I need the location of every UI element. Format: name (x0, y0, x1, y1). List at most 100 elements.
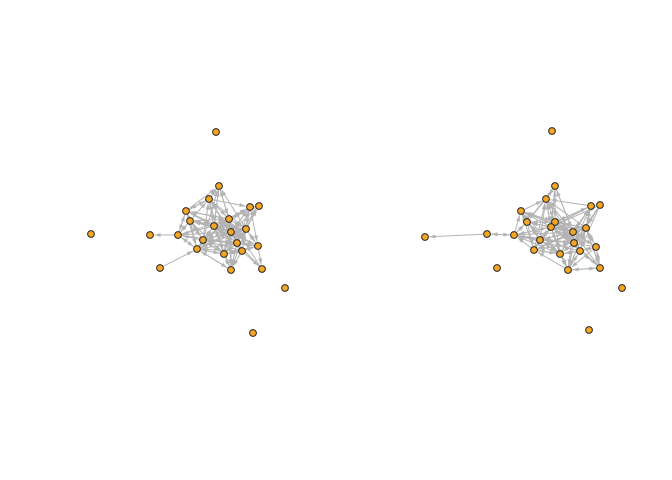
edge-arrowhead (187, 241, 194, 247)
graph-node[interactable] (536, 236, 544, 244)
graph-edge (181, 219, 225, 235)
graph-node[interactable] (258, 265, 266, 273)
edge-arrowhead (558, 225, 564, 232)
edge-arrowhead (543, 230, 549, 237)
graph-node[interactable] (249, 329, 257, 337)
graph-node[interactable] (242, 225, 250, 233)
graph-node[interactable] (281, 284, 289, 292)
edge-arrowhead (544, 235, 551, 240)
edge-arrowhead (587, 232, 592, 239)
graph-node[interactable] (483, 230, 491, 238)
graph-node[interactable] (220, 250, 228, 258)
edge-arrowhead (236, 220, 243, 227)
edge-arrowhead (563, 242, 570, 247)
edge-arrowhead (575, 224, 582, 228)
edge-arrowhead (182, 230, 189, 235)
graph-edge (203, 190, 219, 237)
edge-arrowhead (242, 233, 247, 240)
graph-node[interactable] (548, 127, 556, 135)
graph-node[interactable] (238, 247, 246, 255)
graph-node[interactable] (569, 228, 577, 236)
nodes-layer (87, 127, 626, 337)
edge-arrowhead (554, 226, 559, 233)
edge-arrowhead (190, 225, 195, 232)
graph-node[interactable] (523, 218, 531, 226)
graph-node[interactable] (421, 233, 429, 241)
edge-arrowhead (576, 233, 583, 240)
graph-node[interactable] (174, 231, 182, 239)
graph-node[interactable] (225, 215, 233, 223)
graph-node[interactable] (547, 223, 555, 231)
edge-arrowhead (559, 215, 566, 221)
graph-node[interactable] (493, 264, 501, 272)
graph-node[interactable] (193, 245, 201, 253)
edge-arrowhead (180, 225, 187, 232)
graph-node[interactable] (596, 201, 604, 209)
edge-arrowhead (547, 216, 552, 223)
graph-node[interactable] (87, 230, 95, 238)
edge-arrowhead (596, 251, 600, 258)
graph-node[interactable] (564, 266, 572, 274)
graph-node[interactable] (255, 202, 263, 210)
edge-arrowhead (553, 211, 557, 218)
edge-arrowhead (228, 249, 235, 254)
edge-arrowhead (220, 226, 227, 231)
edge-arrowhead (218, 215, 225, 220)
graph-node[interactable] (592, 243, 600, 251)
graph-node[interactable] (587, 202, 595, 210)
edge-arrowhead (179, 224, 184, 231)
graph-node[interactable] (210, 222, 218, 230)
graph-node[interactable] (254, 242, 262, 250)
edge-arrowhead (239, 203, 246, 207)
graph-node[interactable] (199, 236, 207, 244)
edge-arrowhead (589, 266, 596, 271)
edge-arrowhead (200, 251, 208, 257)
edge-arrowhead (200, 202, 206, 209)
graph-node[interactable] (570, 239, 578, 247)
edge-arrowhead (210, 189, 217, 196)
graph-node[interactable] (182, 207, 190, 215)
graph-node[interactable] (227, 266, 235, 274)
graph-node[interactable] (205, 195, 213, 203)
edge-arrowhead (538, 249, 545, 254)
edge-arrowhead (532, 230, 538, 237)
edge-arrowhead (503, 232, 510, 237)
graph-node[interactable] (227, 228, 235, 236)
edge-arrowhead (541, 203, 546, 210)
graph-node[interactable] (542, 195, 550, 203)
graph-node[interactable] (596, 264, 604, 272)
edge-arrowhead (207, 235, 214, 240)
graph-node[interactable] (246, 203, 254, 211)
graph-node[interactable] (551, 182, 559, 190)
graph-node[interactable] (215, 182, 223, 190)
edge-arrowhead (517, 237, 524, 243)
graph-node[interactable] (510, 231, 518, 239)
graph-node[interactable] (233, 239, 241, 247)
edge-arrowhead (516, 215, 520, 222)
edge-arrowhead (586, 217, 591, 224)
edge-arrowhead (208, 203, 213, 210)
graph-node[interactable] (556, 250, 564, 258)
edge-arrowhead (247, 239, 254, 245)
graph-node[interactable] (146, 231, 154, 239)
graph-node[interactable] (530, 246, 538, 254)
edge-arrowhead (586, 239, 593, 245)
graph-node[interactable] (551, 218, 559, 226)
edge-arrowhead (220, 234, 227, 239)
graph-node[interactable] (618, 284, 626, 292)
edge-arrowhead (244, 211, 249, 218)
edge-arrowhead (548, 189, 554, 196)
edge-arrowhead (195, 230, 201, 237)
edge-arrowhead (583, 209, 589, 216)
edge-arrowhead (251, 209, 257, 216)
graph-node[interactable] (576, 247, 584, 255)
graph-node[interactable] (582, 224, 590, 232)
edge-arrowhead (213, 250, 220, 255)
edge-arrowhead (207, 240, 214, 245)
graph-node[interactable] (186, 217, 194, 225)
graph-node[interactable] (585, 326, 593, 334)
graph-node[interactable] (212, 128, 220, 136)
graph-node[interactable] (517, 207, 525, 215)
graph-node[interactable] (156, 264, 164, 272)
edge-arrowhead (219, 221, 226, 228)
